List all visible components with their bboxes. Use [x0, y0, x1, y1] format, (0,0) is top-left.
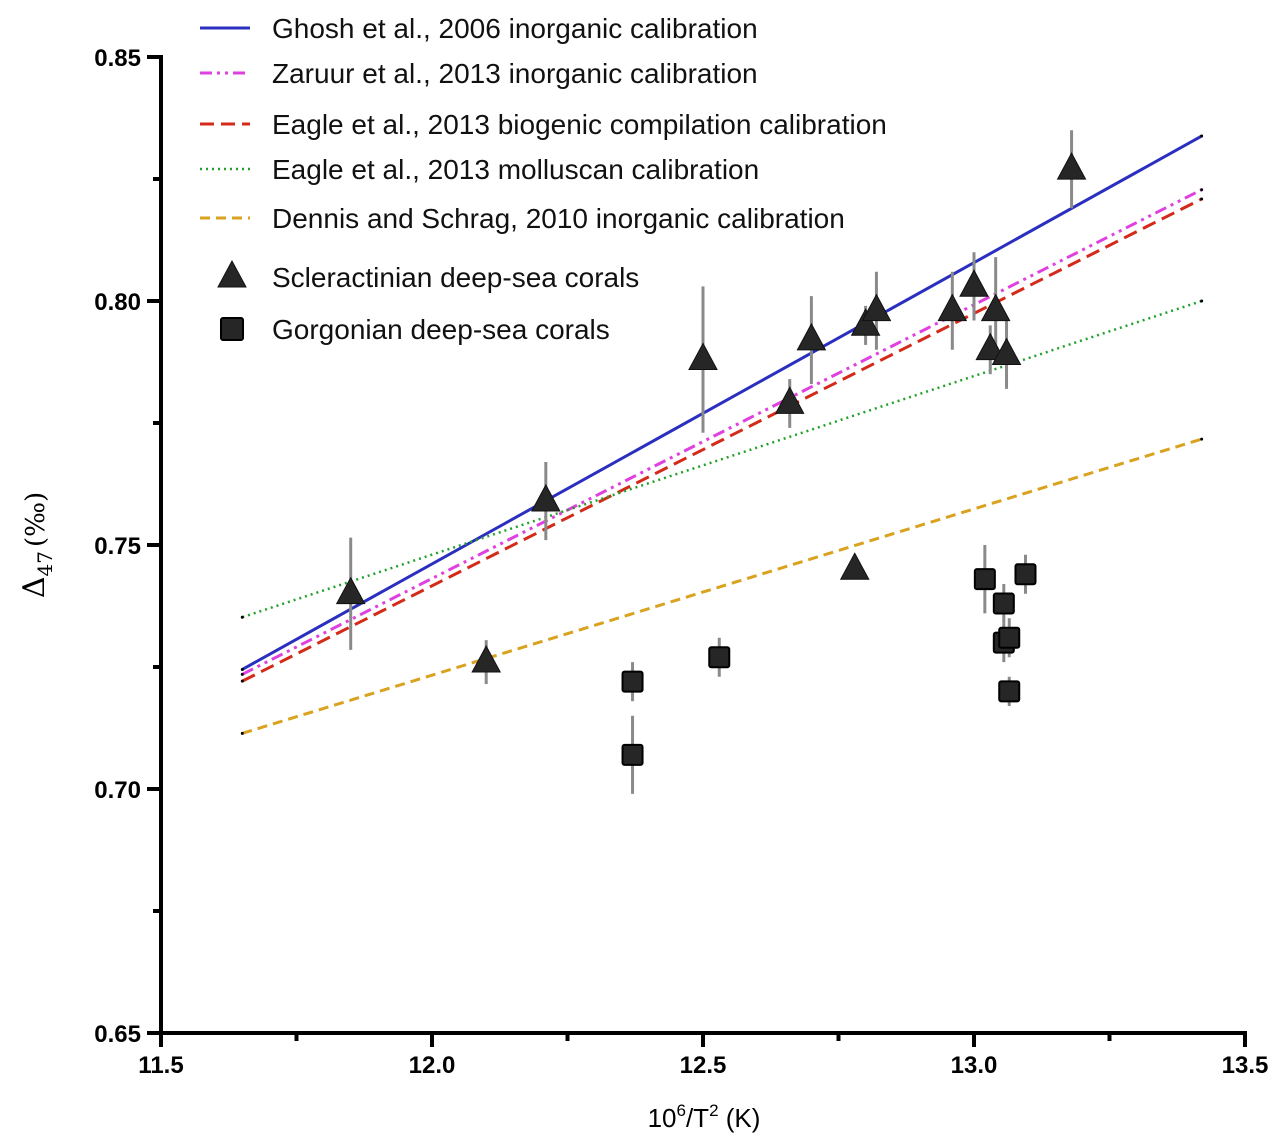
square-marker [708, 646, 731, 669]
y-axis-title-unit: (‰) [21, 492, 51, 547]
triangle-marker [774, 386, 805, 414]
y-tick-label: 0.65 [94, 1021, 141, 1048]
square-marker [621, 670, 644, 693]
x-axis-title: 106/T2 (K) [648, 1101, 761, 1133]
calibration-line-endpoint [1200, 437, 1204, 441]
y-axis-title: Δ47 (‰) [17, 492, 57, 598]
x-tick-label: 12.0 [409, 1052, 456, 1079]
square-marker [1014, 563, 1037, 586]
calibration-line-endpoint [1200, 197, 1204, 201]
y-axis-title-delta: Δ [17, 576, 52, 598]
legend: Ghosh et al., 2006 inorganic calibration… [200, 13, 887, 345]
calibration-line-endpoint [240, 731, 244, 735]
calibration-line-endpoint [1200, 134, 1204, 138]
square-marker [998, 626, 1021, 649]
triangle-marker [975, 332, 1006, 361]
x-tick-label: 13.5 [1222, 1052, 1269, 1079]
square-marker [998, 680, 1021, 703]
x-axis-title-unit: (K) [719, 1103, 761, 1133]
triangle-marker [1056, 152, 1087, 180]
triangle-marker [850, 308, 881, 336]
calibration-line-1 [241, 134, 1203, 671]
triangle-marker [688, 342, 718, 370]
calibration-line-2 [241, 188, 1203, 676]
x-tick-label: 12.5 [680, 1052, 727, 1079]
triangle-marker [796, 322, 827, 351]
y-tick-label: 0.75 [94, 533, 141, 560]
triangle-marker [980, 293, 1011, 322]
calibration-line-endpoint [240, 672, 244, 676]
calibration-line-3 [241, 197, 1203, 683]
calibration-line-endpoint [240, 667, 244, 671]
x-axis-title-base: 10 [648, 1103, 677, 1133]
calibration-line-endpoint [1200, 188, 1204, 192]
square-marker [973, 568, 996, 591]
legend-label: Eagle et al., 2013 molluscan calibration [272, 154, 759, 185]
square-marker [621, 743, 644, 766]
x-tick-label: 13.0 [951, 1052, 998, 1079]
triangle-marker [959, 269, 989, 297]
x-axis-title-sup2: 2 [709, 1101, 718, 1120]
legend-label: Scleractinian deep-sea corals [272, 262, 639, 293]
legend-triangle-icon [217, 259, 247, 288]
x-tick-label: 11.5 [138, 1052, 183, 1079]
x-axis-title-sup1: 6 [676, 1101, 685, 1120]
y-tick-label: 0.80 [94, 289, 141, 316]
triangle-marker [861, 293, 892, 322]
triangle-marker [335, 576, 366, 605]
calibration-line-endpoint [240, 679, 244, 683]
calibration-line-5 [241, 437, 1203, 735]
y-tick-label: 0.85 [94, 45, 141, 72]
axes-layer [147, 55, 1247, 1047]
x-axis-title-mid: /T [686, 1103, 709, 1133]
calibration-line-endpoint [240, 615, 244, 619]
y-axis-title-sub: 47 [33, 551, 57, 576]
square-marker [992, 592, 1015, 615]
legend-label: Dennis and Schrag, 2010 inorganic calibr… [272, 203, 845, 234]
legend-square-icon [220, 317, 244, 341]
tick-labels: 0.65 0.70 0.75 0.80 0.85 11.5 12.0 12.5 13.0 13.5 [94, 45, 1268, 1079]
calibration-line-endpoint [1200, 299, 1204, 303]
calibration-lines [240, 134, 1204, 735]
legend-label: Gorgonian deep-sea corals [272, 314, 610, 345]
legend-label: Eagle et al., 2013 biogenic compilation … [272, 109, 887, 140]
calibration-line-4 [241, 299, 1203, 619]
y-tick-label: 0.70 [94, 777, 141, 804]
triangle-marker [530, 483, 561, 512]
data-markers [335, 152, 1087, 766]
triangle-marker [937, 293, 968, 322]
triangle-marker [991, 337, 1022, 366]
legend-label: Zaruur et al., 2013 inorganic calibratio… [272, 58, 758, 89]
triangle-marker [839, 552, 870, 580]
triangle-marker [471, 644, 502, 673]
legend-label: Ghosh et al., 2006 inorganic calibration [272, 13, 758, 44]
